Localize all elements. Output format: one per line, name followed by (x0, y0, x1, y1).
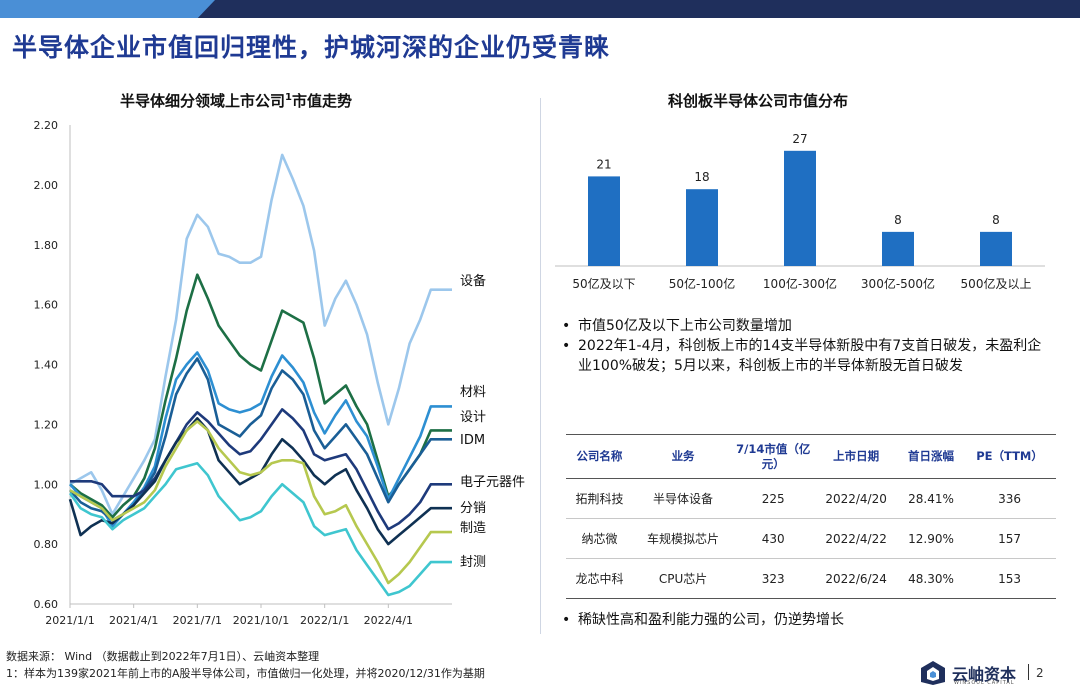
series-line (69, 273, 452, 519)
bar-value-label: 21 (596, 157, 611, 171)
series-label: 电子元器件 (460, 475, 525, 490)
bar-category-label: 50亿-100亿 (669, 276, 736, 291)
series-label: 设计 (460, 410, 486, 425)
table-cell: 323 (733, 558, 814, 599)
column-header: 7/14市值（亿元） (733, 434, 814, 479)
table-row: 拓荆科技 半导体设备 225 2022/4/20 28.41% 336 (566, 478, 1056, 519)
bullet-item: 稀缺性高和盈利能力强的公司，仍逆势增长 (562, 610, 1052, 630)
bar (882, 231, 914, 266)
table-header-row: 公司名称 业务 7/14市值（亿元） 上市日期 首日涨幅 PE（TTM） (566, 434, 1056, 479)
bullet-list-top: 市值50亿及以下上市公司数量增加 2022年1-4月，科创板上市的14支半导体新… (562, 316, 1052, 376)
y-tick-label: 1.00 (34, 478, 59, 491)
table-cell: 430 (733, 518, 814, 559)
table-cell: 225 (733, 478, 814, 519)
table-cell: 龙芯中科 (566, 558, 633, 599)
series-line (69, 420, 452, 585)
table-cell: 拓荆科技 (566, 478, 633, 519)
x-tick-label: 2021/1/1 (45, 614, 94, 627)
x-tick-label: 2022/4/1 (364, 614, 413, 627)
bar-value-label: 27 (792, 132, 807, 146)
y-tick-label: 2.00 (34, 179, 59, 192)
bar (784, 150, 816, 266)
bar-category-label: 300亿-500亿 (861, 276, 935, 291)
x-tick-label: 2021/10/1 (233, 614, 289, 627)
top-banner (0, 0, 1080, 18)
table-cell: 半导体设备 (632, 478, 734, 519)
column-header: 业务 (632, 434, 734, 479)
table-cell: 12.90% (898, 518, 964, 559)
bar-category-label: 500亿及以上 (961, 276, 1032, 291)
table-cell: 153 (963, 558, 1056, 599)
table-cell: CPU芯片 (632, 558, 734, 599)
bar-chart: 21 50亿及以下 18 50亿-100亿 27 100亿-300亿 8 300亿-500亿 8… (555, 132, 1045, 291)
bar (980, 231, 1012, 266)
logo-subtitle: WINSOUL CAPITAL (954, 680, 1015, 686)
table-cell: 2022/4/22 (813, 518, 899, 559)
top-banner-accent (0, 0, 215, 18)
source-footnote: 数据来源： Wind （数据截止到2022年7月1日）、云岫资本整理 (6, 650, 320, 663)
bar-chart-title: 科创板半导体公司市值分布 (668, 92, 849, 110)
ipo-table: 公司名称 业务 7/14市值（亿元） 上市日期 首日涨幅 PE（TTM） 拓荆科… (566, 434, 1056, 599)
line-chart-title: 半导体细分领域上市公司1市值走势 (120, 92, 352, 110)
page-title: 半导体企业市值回归理性，护城河深的企业仍受青睐 (12, 33, 611, 62)
bullet-list-bottom: 稀缺性高和盈利能力强的公司，仍逆势增长 (562, 610, 1052, 630)
y-tick-label: 0.80 (34, 538, 59, 551)
column-header: PE（TTM） (963, 434, 1056, 479)
y-tick-label: 1.60 (34, 299, 59, 312)
table-cell: 2022/4/20 (813, 478, 899, 519)
table-cell: 2022/6/24 (813, 558, 899, 599)
y-tick-label: 1.20 (34, 418, 59, 431)
series-label: IDM (460, 433, 485, 448)
table-cell: 车规模拟芯片 (632, 518, 734, 559)
series-line (70, 408, 452, 531)
series-label: 设备 (460, 273, 486, 289)
series-label: 分销 (460, 501, 486, 516)
y-tick-label: 0.60 (34, 598, 59, 611)
table-row: 龙芯中科 CPU芯片 323 2022/6/24 48.30% 153 (566, 558, 1056, 599)
vertical-divider (540, 98, 541, 634)
series-label: 封测 (460, 555, 486, 570)
table-cell: 28.41% (898, 478, 964, 519)
bullet-item: 市值50亿及以下上市公司数量增加 (562, 316, 1052, 336)
bar-category-label: 100亿-300亿 (763, 276, 837, 291)
y-tick-label: 1.80 (34, 239, 59, 252)
winsoul-logo-icon (921, 661, 945, 685)
y-tick-label: 1.40 (34, 359, 59, 372)
table-cell: 336 (963, 478, 1056, 519)
bar-value-label: 18 (694, 170, 709, 184)
x-tick-label: 2022/1/1 (300, 614, 349, 627)
table-cell: 157 (963, 518, 1056, 559)
bar-value-label: 8 (894, 213, 902, 227)
series-label: 制造 (460, 521, 486, 536)
line-chart: 0.60 0.80 1.00 1.20 1.40 1.60 1.80 2.00 2.20 2021… (34, 119, 526, 627)
logo-name: 云岫资本 (952, 665, 1017, 684)
series-label: 材料 (460, 385, 486, 400)
y-tick-label: 2.20 (34, 119, 59, 132)
sample-footnote: 1：样本为139家2021年前上市的A股半导体公司，市值做归一化处理，并将202… (6, 667, 485, 680)
bullet-item: 2022年1-4月，科创板上市的14支半导体新股中有7支首日破发，未盈利企业10… (562, 336, 1052, 376)
x-tick-label: 2021/4/1 (109, 614, 158, 627)
series-line (68, 461, 452, 597)
series-line (69, 153, 452, 516)
page-number: 2 (1036, 666, 1044, 680)
column-header: 上市日期 (813, 434, 899, 479)
column-header: 公司名称 (566, 434, 633, 479)
column-header: 首日涨幅 (898, 434, 964, 479)
x-tick-label: 2021/7/1 (173, 614, 222, 627)
page-number-separator (1028, 664, 1029, 680)
bar-category-label: 50亿及以下 (572, 276, 635, 291)
table-row: 纳芯微 车规模拟芯片 430 2022/4/22 12.90% 157 (566, 518, 1056, 559)
bar (588, 176, 620, 266)
bar-value-label: 8 (992, 213, 1000, 227)
table-cell: 纳芯微 (566, 518, 633, 559)
bar (686, 189, 718, 266)
table-cell: 48.30% (898, 558, 964, 599)
company-logo: 云岫资本 WINSOUL CAPITAL (920, 660, 1030, 690)
